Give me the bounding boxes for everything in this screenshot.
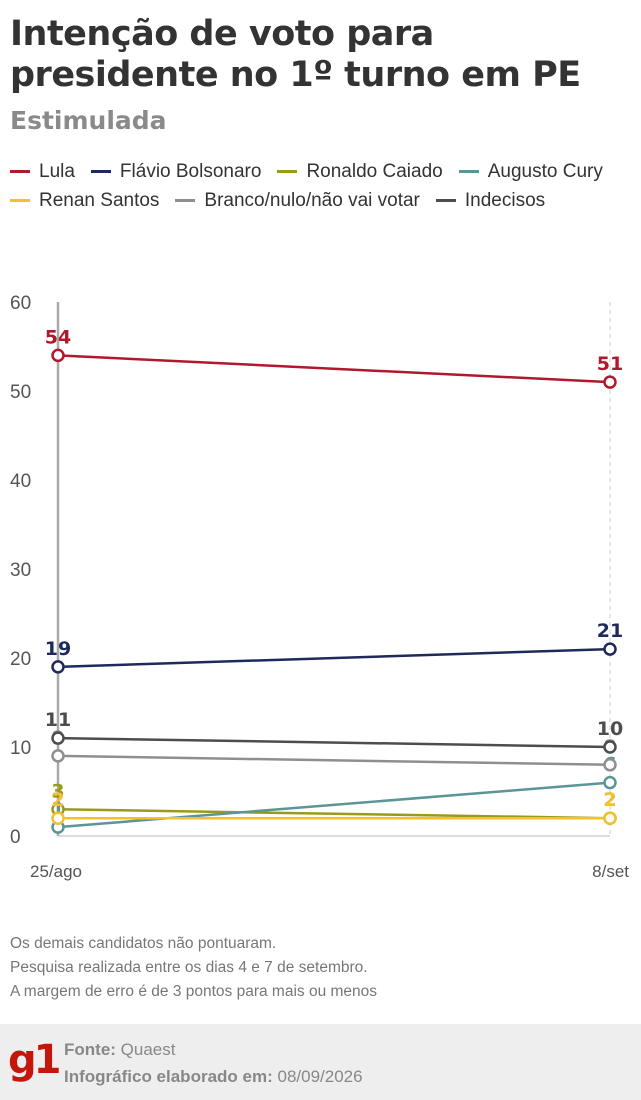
legend-item: Flávio Bolsonaro: [90, 160, 262, 183]
data-point: [603, 740, 617, 754]
y-tick-label: 10: [10, 738, 31, 759]
legend-label: Lula: [39, 160, 75, 182]
data-point: [51, 811, 65, 825]
data-point: [603, 758, 617, 772]
y-tick-label: 0: [10, 827, 21, 848]
legend-item: Indecisos: [435, 189, 546, 212]
y-tick-label: 50: [10, 382, 31, 403]
data-label: 2: [51, 789, 64, 811]
data-point: [51, 749, 65, 763]
legend-swatch: [277, 170, 298, 173]
legend-label: Branco/nulo/não vai votar: [204, 189, 420, 211]
data-label: 21: [597, 620, 623, 642]
y-tick-label: 20: [10, 649, 31, 670]
legend-swatch: [90, 170, 111, 173]
data-point: [51, 660, 65, 674]
legend-item: Branco/nulo/não vai votar: [175, 189, 420, 212]
data-label: 19: [45, 638, 71, 660]
data-label: 11: [45, 709, 71, 731]
y-tick-label: 30: [10, 560, 31, 581]
series-line: [57, 647, 611, 669]
source-value: Quaest: [120, 1040, 176, 1059]
notes: Os demais candidatos não pontuaram. Pesq…: [10, 932, 377, 1004]
y-tick-label: 40: [10, 471, 31, 492]
data-point: [603, 811, 617, 825]
data-point: [603, 775, 617, 790]
data-point: [603, 375, 617, 389]
series-line: [57, 781, 611, 829]
legend-label: Flávio Bolsonaro: [119, 160, 262, 182]
legend: Lula Flávio Bolsonaro Ronaldo Caiado August…: [10, 160, 635, 212]
series-line: [57, 736, 611, 749]
legend-item: Renan Santos: [10, 189, 159, 212]
g1-logo: g1: [8, 1037, 61, 1083]
line-chart: 010203040506025/ago8/set5451192132162298…: [10, 293, 629, 881]
chart-subtitle: Estimulada: [10, 106, 167, 135]
legend-swatch: [435, 199, 456, 202]
data-label: 10: [597, 718, 623, 740]
data-label: 3: [51, 780, 64, 802]
data-label: 54: [45, 326, 71, 348]
legend-swatch: [10, 199, 30, 202]
footer: g1 Fonte: Quaest Infográfico elaborado e…: [0, 1024, 641, 1100]
legend-label: Indecisos: [464, 189, 546, 211]
note-line: Pesquisa realizada entre os dias 4 e 7 d…: [10, 959, 368, 976]
x-tick-label: 8/set: [592, 862, 629, 881]
note-line: A margem de erro é de 3 pontos para mais…: [10, 983, 378, 1000]
legend-label: Ronaldo Caiado: [306, 160, 443, 182]
legend-label: Augusto Cury: [487, 160, 603, 182]
legend-swatch: [458, 170, 479, 173]
source-label: Fonte:: [64, 1040, 116, 1059]
x-tick-label: 25/ago: [30, 862, 82, 881]
date-value: 08/09/2026: [277, 1067, 363, 1086]
data-label: 2: [603, 789, 616, 811]
data-label: 2: [603, 789, 616, 811]
legend-swatch: [175, 199, 196, 202]
date-label: Infográfico elaborado em:: [64, 1067, 273, 1086]
data-point: [51, 348, 65, 363]
series-line: [57, 754, 611, 767]
y-tick-label: 60: [10, 293, 31, 314]
data-label: 51: [597, 353, 623, 375]
legend-swatch: [10, 170, 30, 173]
legend-item: Lula: [10, 160, 75, 183]
series-line: [57, 808, 611, 820]
legend-label: Renan Santos: [39, 189, 160, 211]
series-line: [57, 354, 611, 384]
data-point: [603, 642, 617, 656]
note-line: Os demais candidatos não pontuaram.: [10, 935, 277, 952]
chart-title: Intenção de voto para presidente no 1º t…: [10, 14, 581, 95]
legend-item: Augusto Cury: [458, 160, 603, 183]
legend-item: Ronaldo Caiado: [277, 160, 443, 183]
source-info: Fonte: Quaest Infográfico elaborado em: …: [64, 1036, 363, 1090]
data-point: [51, 731, 65, 745]
